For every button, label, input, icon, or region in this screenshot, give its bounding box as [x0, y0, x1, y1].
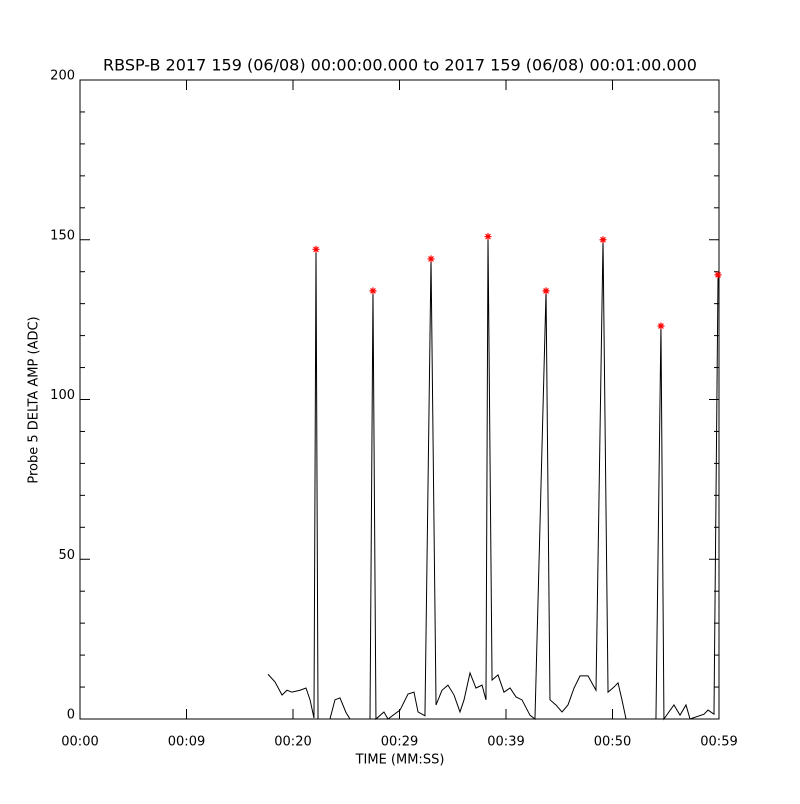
x-tick-label: 00:09	[168, 735, 205, 750]
plot-frame	[79, 79, 720, 720]
y-tick-label: 150	[50, 228, 75, 243]
star-marker	[599, 236, 607, 244]
x-tick-label: 00:29	[381, 735, 418, 750]
x-tick-label: 00:20	[274, 735, 311, 750]
chart-title: RBSP-B 2017 159 (06/08) 00:00:00.000 to …	[103, 56, 697, 75]
y-tick-label: 50	[58, 548, 75, 563]
y-tick-label: 200	[50, 69, 75, 84]
x-tick-label: 00:00	[61, 735, 98, 750]
star-marker	[369, 287, 377, 295]
y-tick-label: 0	[67, 708, 75, 723]
star-marker	[542, 287, 550, 295]
star-marker	[484, 233, 492, 241]
star-marker	[657, 322, 665, 330]
data-line	[267, 236, 719, 721]
y-axis-label: Probe 5 DELTA AMP (ADC)	[27, 316, 42, 483]
star-marker	[427, 255, 435, 263]
star-marker	[714, 271, 722, 279]
x-tick-label: 00:39	[487, 735, 524, 750]
star-marker	[312, 245, 320, 253]
x-tick-label: 00:59	[700, 735, 737, 750]
x-axis-label: TIME (MM:SS)	[355, 753, 445, 768]
x-tick-label: 00:50	[594, 735, 631, 750]
y-tick-label: 100	[50, 388, 75, 403]
